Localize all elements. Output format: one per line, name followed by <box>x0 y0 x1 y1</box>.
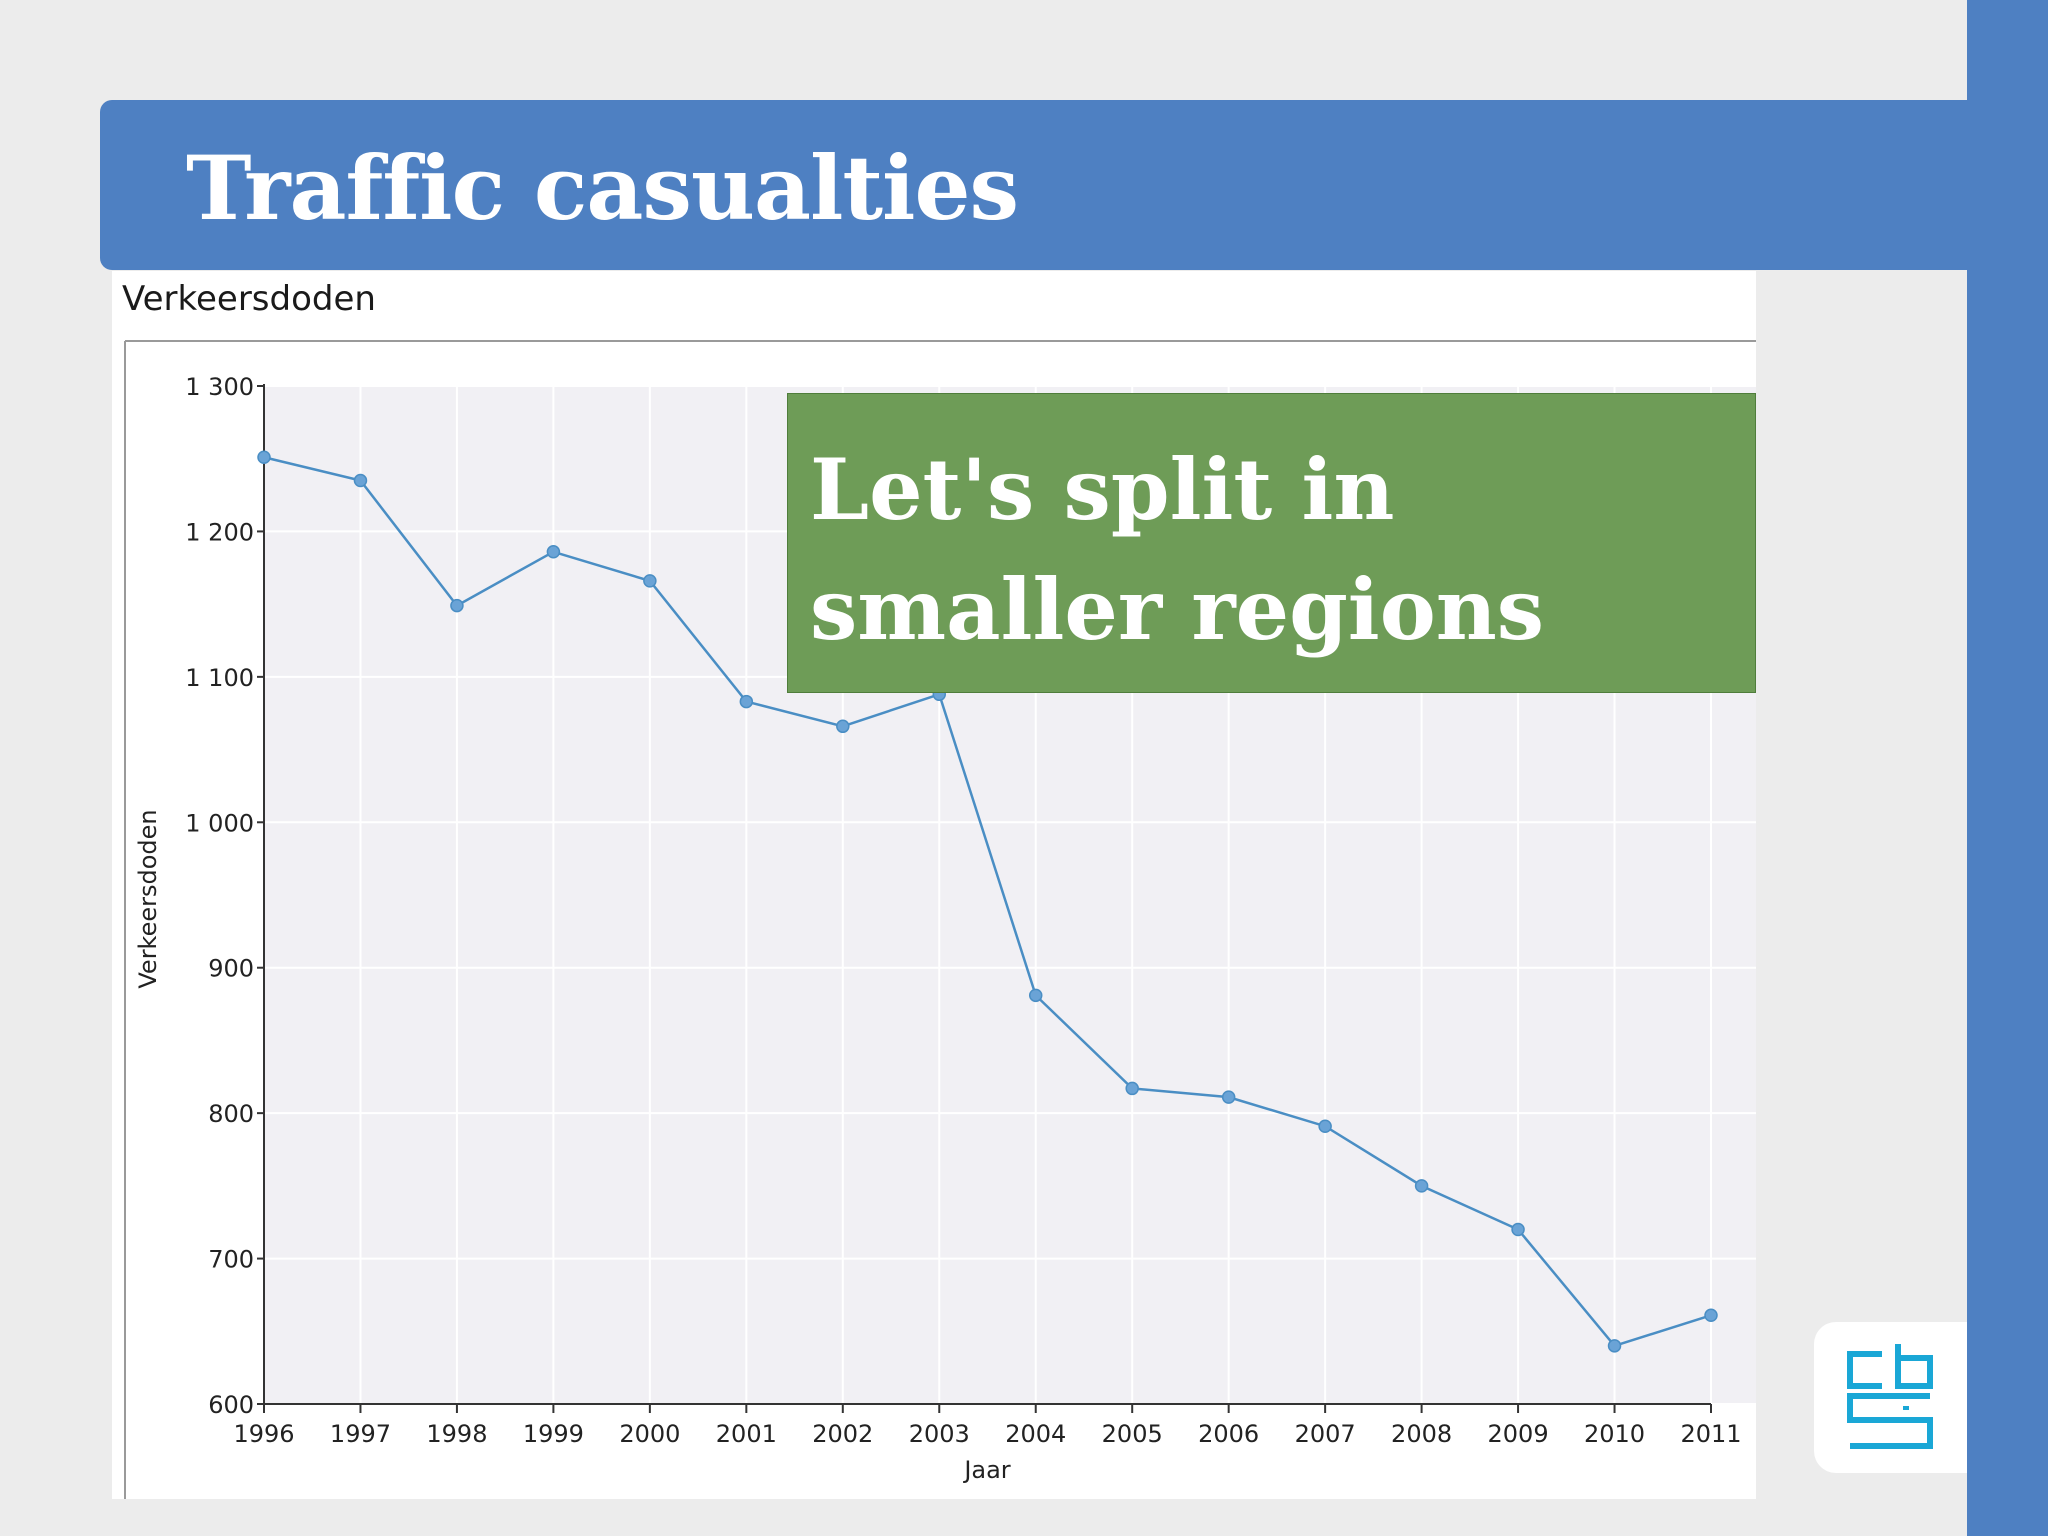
x-tick-label: 2003 <box>909 1420 970 1448</box>
y-axis-title: Verkeersdoden <box>134 809 162 988</box>
x-tick-label: 2009 <box>1488 1420 1549 1448</box>
y-tick-label: 1 000 <box>185 809 254 837</box>
x-tick-label: 2004 <box>1005 1420 1066 1448</box>
x-tick-label: 1997 <box>330 1420 391 1448</box>
data-point[interactable] <box>1221 1090 1236 1104</box>
x-tick-label: 2005 <box>1102 1420 1163 1448</box>
x-tick-label: 1996 <box>233 1420 294 1448</box>
axis-labels: 600 700 800 900 1 000 1 100 1 200 1 300 1996 1997… <box>134 373 1742 1484</box>
data-point[interactable] <box>353 473 368 488</box>
y-tick-label: 900 <box>208 955 254 983</box>
x-tick-label: 2000 <box>619 1420 680 1448</box>
data-point[interactable] <box>1607 1339 1622 1353</box>
x-tick-label: 2002 <box>812 1420 873 1448</box>
data-point[interactable] <box>836 719 850 734</box>
title-banner: Traffic casualties <box>100 100 1967 270</box>
x-tick-label: 1998 <box>426 1420 487 1448</box>
y-tick-label: 1 100 <box>185 664 254 692</box>
data-point[interactable] <box>257 450 271 465</box>
cbs-logo-icon <box>1847 1344 1933 1449</box>
chart-header: Verkeersdoden <box>122 279 376 319</box>
x-tick-label: 2010 <box>1584 1420 1645 1448</box>
data-point[interactable] <box>1125 1081 1139 1096</box>
data-point[interactable] <box>450 598 464 613</box>
data-point[interactable] <box>1028 988 1043 1003</box>
y-tick-label: 800 <box>208 1100 254 1128</box>
x-tick-label: 2001 <box>716 1420 777 1448</box>
x-tick-label: 1999 <box>523 1420 584 1448</box>
x-tick-label: 2006 <box>1198 1420 1259 1448</box>
data-point[interactable] <box>643 574 657 588</box>
slide-title: Traffic casualties <box>186 136 1019 240</box>
data-point[interactable] <box>1318 1119 1332 1133</box>
x-tick-label: 2011 <box>1680 1420 1741 1448</box>
x-tick-label: 2008 <box>1391 1420 1452 1448</box>
data-point[interactable] <box>1414 1179 1429 1193</box>
right-accent-bar <box>1967 0 2048 1536</box>
y-tick-label: 1 200 <box>185 518 254 546</box>
data-point[interactable] <box>546 545 561 559</box>
series-line <box>263 456 1712 1348</box>
data-point[interactable] <box>739 694 754 709</box>
logo-container <box>1814 1322 1967 1473</box>
data-point[interactable] <box>1511 1222 1525 1237</box>
y-tick-label: 600 <box>208 1391 254 1419</box>
x-tick-label: 2007 <box>1295 1420 1356 1448</box>
y-tick-label: 700 <box>208 1246 254 1274</box>
callout-text: Let's split in smaller regions <box>810 440 1545 659</box>
callout-box: Let's split in smaller regions <box>787 393 1756 693</box>
y-tick-label: 1 300 <box>185 373 254 401</box>
axes <box>257 384 1712 1413</box>
x-axis-title: Jaar <box>962 1456 1010 1484</box>
data-point[interactable] <box>1704 1308 1718 1323</box>
